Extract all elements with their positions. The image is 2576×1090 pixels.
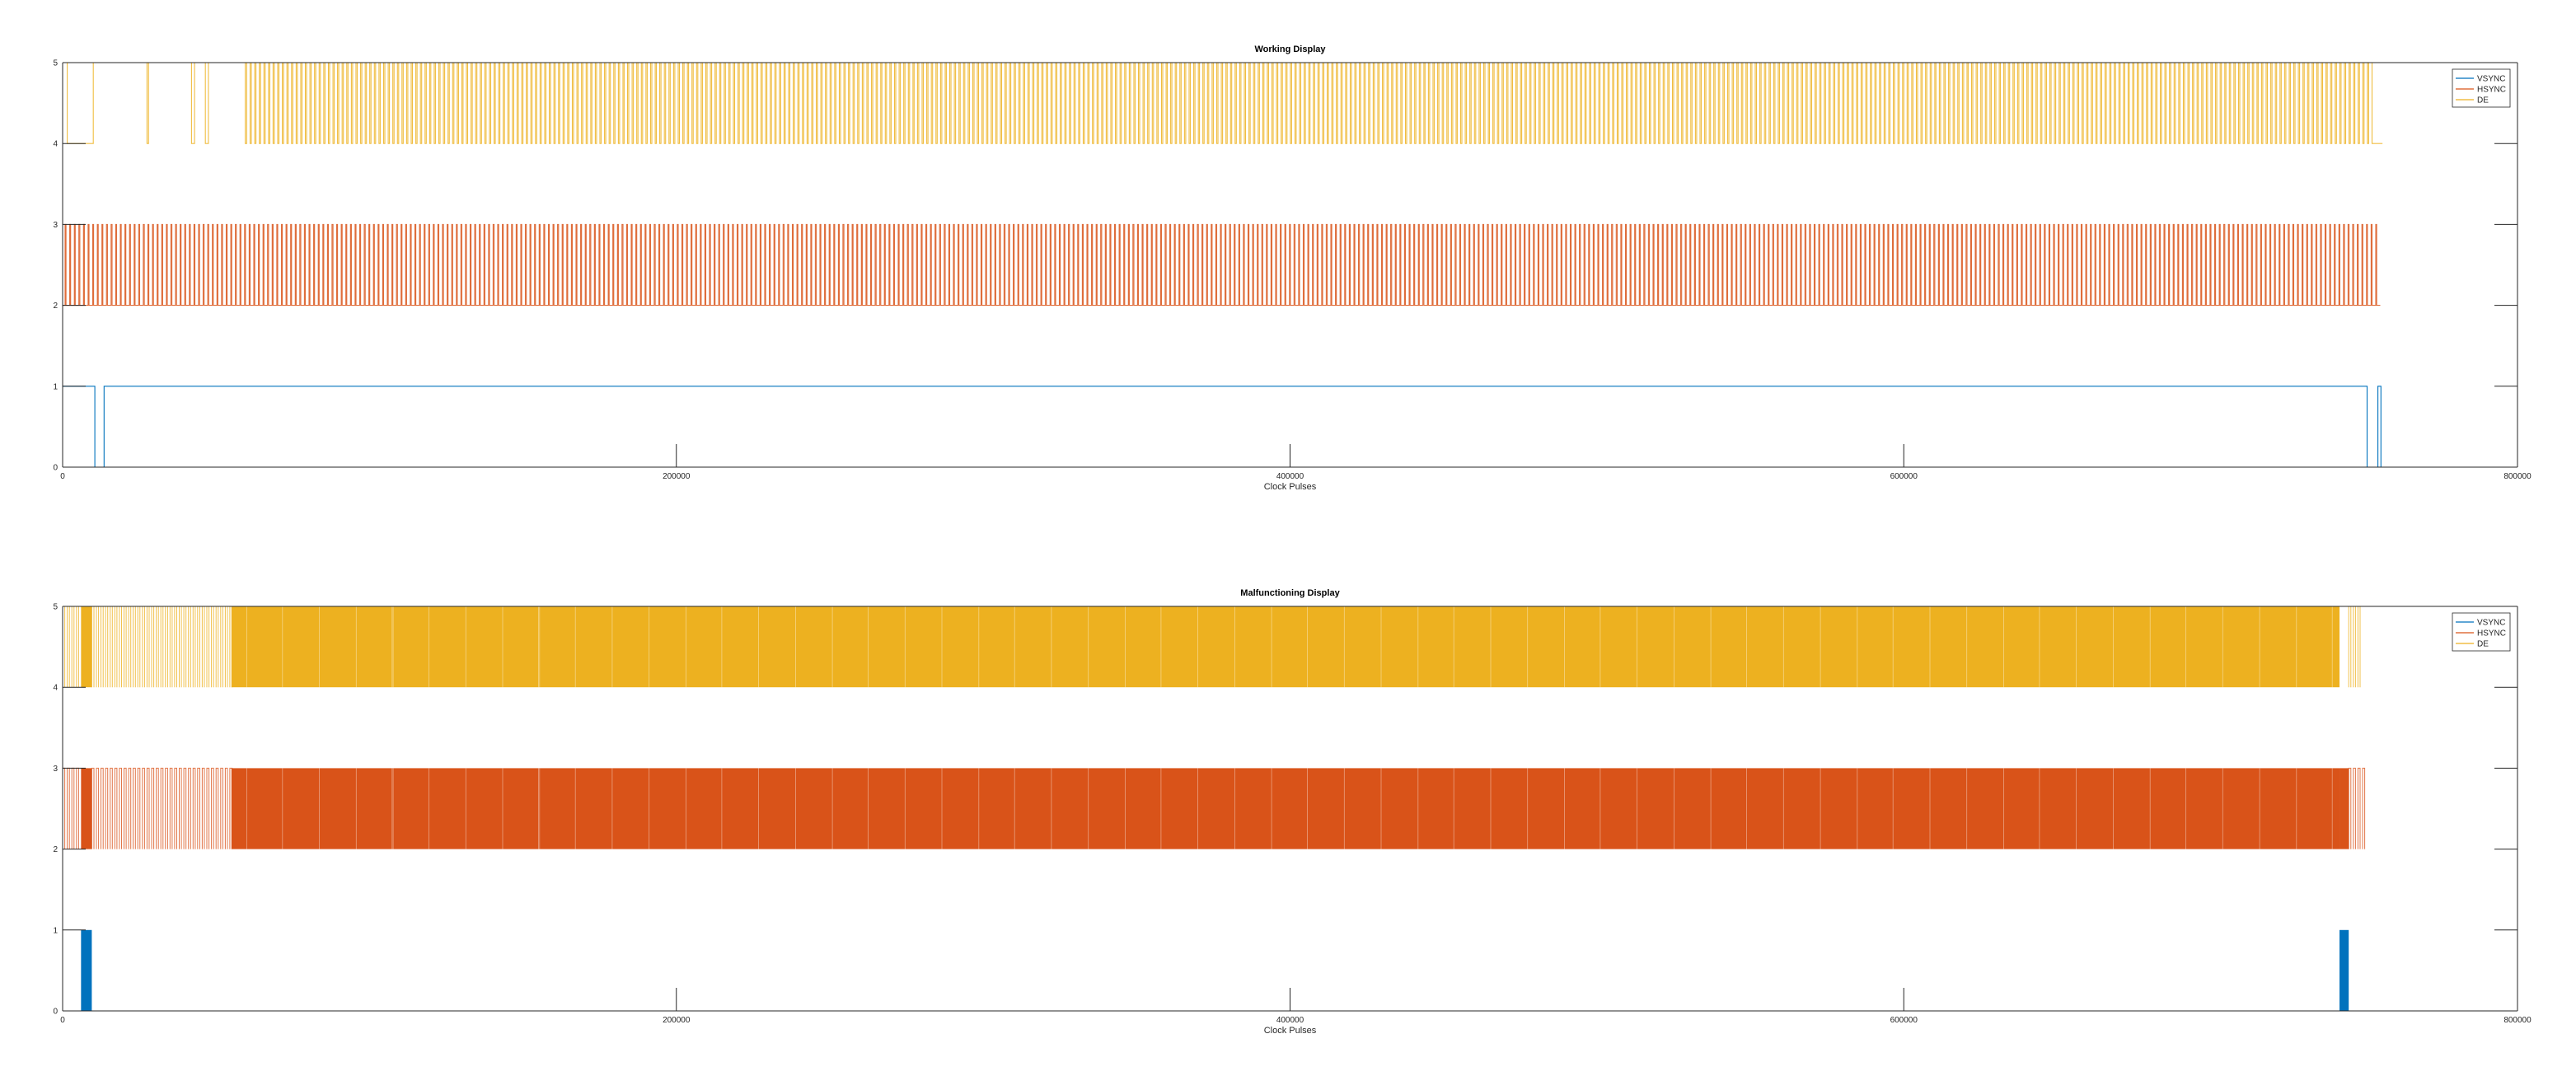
x-tick-label: 200000 [663,1016,691,1025]
series-vsync [63,386,2382,468]
x-tick-label: 800000 [2503,472,2532,481]
x-tick-label: 600000 [1890,1016,1918,1025]
x-tick-label: 400000 [1276,472,1304,481]
legend-label: DE [2477,96,2489,105]
series-dense-block [231,606,2340,688]
series-dense-block [2339,768,2349,849]
x-tick-label: 800000 [2503,1016,2532,1025]
x-axis-label: Clock Pulses [1264,482,1317,492]
x-axis-label: Clock Pulses [1264,1026,1317,1036]
y-tick-label: 5 [53,603,58,612]
y-tick-label: 2 [53,302,58,311]
legend-box [2452,612,2511,652]
y-tick-label: 3 [53,765,58,774]
x-tick-label: 200000 [663,472,691,481]
chart-panel-working: Working Display 0 200000 400000 600000 800000… [0,0,2576,544]
chart-title: Malfunctioning Display [1240,588,1340,598]
chart-title: Working Display [1255,44,1327,54]
x-tick-label: 400000 [1276,1016,1304,1025]
series-streaks [246,606,2333,688]
series-line [63,386,2382,468]
y-tick-label: 0 [53,464,58,473]
y-tick-label: 5 [53,59,58,68]
legend-label: HSYNC [2477,629,2506,639]
x-tick-label: 0 [60,472,65,481]
series-burst [2339,929,2349,1011]
y-tick-label: 4 [53,140,58,149]
y-tick-label: 1 [53,382,58,391]
chart-malfunctioning-svg: Malfunctioning Display 0 200000 400000 60000… [53,588,2532,1036]
series-de [63,62,2383,144]
series-hsync [63,223,2381,306]
y-tick-label: 3 [53,221,58,230]
y-tick-label: 0 [53,1008,58,1017]
series-hsync [62,767,2366,849]
chart-working-svg: Working Display 0 200000 400000 600000 800000… [53,44,2532,492]
series-line [63,223,2381,306]
series-dense-block [81,768,92,849]
series-dense-block [81,606,92,688]
x-tick-label: 600000 [1890,472,1918,481]
chart-panel-malfunctioning: Malfunctioning Display 0 200000 400000 60000… [0,544,2576,1088]
legend-label: HSYNC [2477,86,2506,95]
series-line [63,62,2383,144]
legend-label: VSYNC [2477,75,2505,84]
series-streaks [246,768,2333,849]
legend-label: VSYNC [2477,619,2505,628]
y-tick-label: 4 [53,684,58,693]
series-de [62,606,2361,688]
y-tick-label: 2 [53,845,58,854]
y-tick-label: 1 [53,926,58,935]
x-tick-label: 0 [60,1016,65,1025]
legend-label: DE [2477,640,2489,649]
series-burst [81,929,92,1011]
series-dense-block [231,768,2340,849]
legend-box [2452,68,2511,108]
